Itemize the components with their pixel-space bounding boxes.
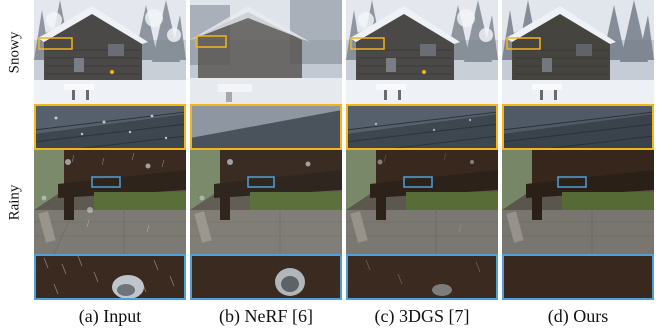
snowy-3dgs-image <box>346 0 498 104</box>
caption-nerf: (b) NeRF [6] <box>219 306 313 326</box>
row-label-snowy: Snowy <box>0 0 30 104</box>
caption-ours: (d) Ours <box>547 306 609 326</box>
snowy-input-zoom <box>34 104 186 150</box>
snowy-3dgs-zoom <box>346 104 498 150</box>
rainy-input-image <box>34 150 186 254</box>
rainy-nerf-image <box>190 150 342 254</box>
snowy-ours-zoom <box>502 104 654 150</box>
snowy-ours-image <box>502 0 654 104</box>
rainy-nerf-zoom <box>190 254 342 300</box>
row-label-rainy-text: Rainy <box>6 184 23 220</box>
rainy-3dgs-image <box>346 150 498 254</box>
snowy-nerf-zoom <box>190 104 342 150</box>
rainy-input-zoom <box>34 254 186 300</box>
snowy-nerf-image <box>190 0 342 104</box>
caption-input: (a) Input <box>78 306 142 326</box>
rainy-3dgs-zoom <box>346 254 498 300</box>
snowy-input-image <box>34 0 186 104</box>
row-label-snowy-text: Snowy <box>6 31 23 73</box>
rainy-ours-zoom <box>502 254 654 300</box>
rainy-ours-image <box>502 150 654 254</box>
row-label-rainy: Rainy <box>0 150 30 254</box>
caption-3dgs: (c) 3DGS [7] <box>374 306 470 326</box>
